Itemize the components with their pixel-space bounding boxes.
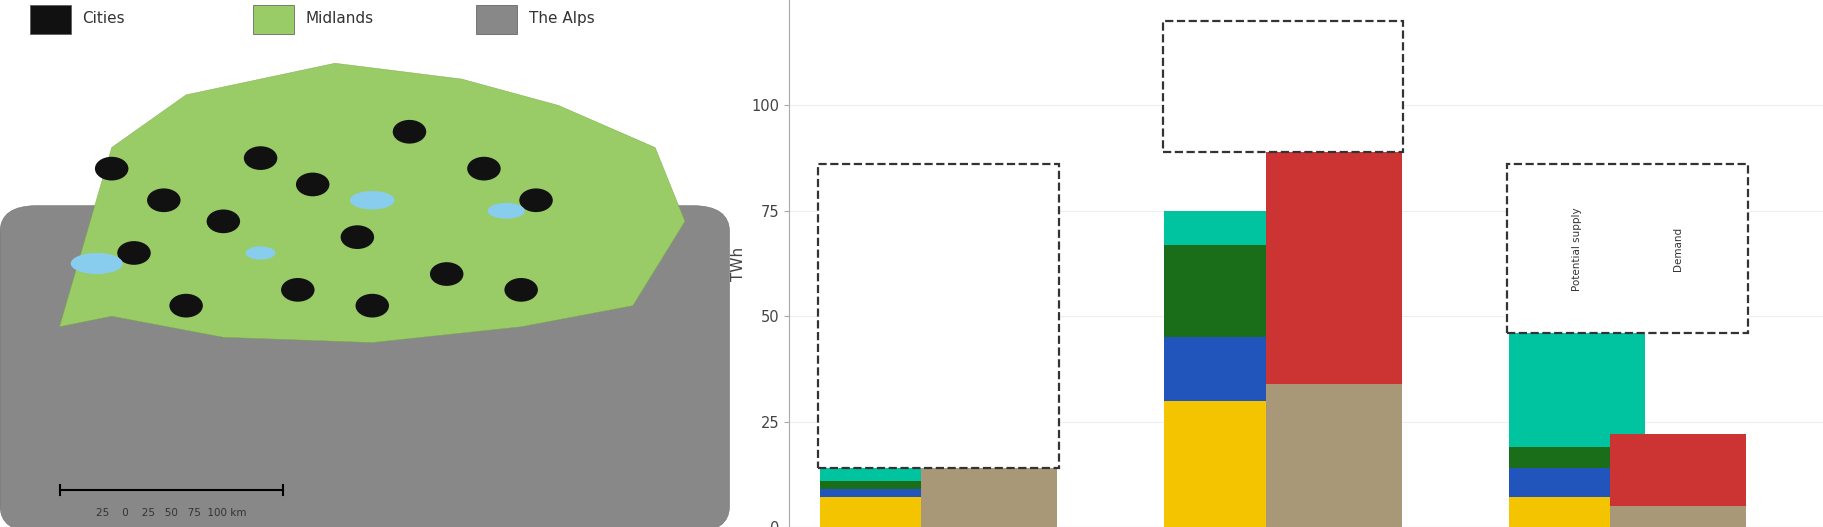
Bar bbox=[1163, 21, 1404, 152]
Text: The Alps: The Alps bbox=[529, 11, 594, 26]
Bar bbox=[1165, 337, 1300, 401]
Ellipse shape bbox=[392, 120, 427, 143]
FancyBboxPatch shape bbox=[0, 206, 729, 527]
Y-axis label: TWh: TWh bbox=[731, 247, 746, 280]
Bar bbox=[1509, 497, 1644, 527]
Ellipse shape bbox=[206, 209, 241, 233]
Ellipse shape bbox=[281, 278, 315, 301]
Bar bbox=[253, 5, 294, 34]
Bar bbox=[1265, 384, 1402, 527]
Bar bbox=[1610, 506, 1746, 527]
Bar bbox=[820, 468, 955, 481]
Bar bbox=[1165, 245, 1300, 337]
Text: Potential supply: Potential supply bbox=[1571, 207, 1582, 290]
Bar bbox=[1165, 401, 1300, 527]
Bar bbox=[476, 5, 518, 34]
Bar bbox=[1509, 447, 1644, 468]
Ellipse shape bbox=[520, 188, 552, 212]
Polygon shape bbox=[60, 63, 685, 343]
Ellipse shape bbox=[95, 157, 128, 180]
Ellipse shape bbox=[341, 225, 374, 249]
Bar bbox=[921, 266, 1057, 434]
Ellipse shape bbox=[244, 146, 277, 170]
Ellipse shape bbox=[430, 262, 463, 286]
Ellipse shape bbox=[487, 203, 525, 219]
Bar bbox=[29, 5, 71, 34]
Ellipse shape bbox=[350, 191, 394, 210]
Bar bbox=[820, 481, 955, 489]
Ellipse shape bbox=[355, 294, 388, 317]
Text: Cities: Cities bbox=[82, 11, 124, 26]
Bar bbox=[1509, 468, 1644, 497]
Bar bbox=[1265, 152, 1402, 384]
Bar bbox=[1610, 434, 1746, 506]
Bar bbox=[921, 434, 1057, 527]
Text: 25    0    25   50   75  100 km: 25 0 25 50 75 100 km bbox=[97, 509, 246, 519]
Text: Demand: Demand bbox=[1674, 227, 1683, 271]
Ellipse shape bbox=[505, 278, 538, 301]
Ellipse shape bbox=[295, 172, 330, 196]
Ellipse shape bbox=[148, 188, 180, 212]
Ellipse shape bbox=[246, 247, 275, 259]
Ellipse shape bbox=[117, 241, 151, 265]
Ellipse shape bbox=[467, 157, 501, 180]
Ellipse shape bbox=[71, 253, 122, 274]
Bar bbox=[1509, 333, 1644, 447]
Bar bbox=[819, 164, 1059, 468]
Text: Midlands: Midlands bbox=[304, 11, 374, 26]
Bar bbox=[1508, 164, 1748, 333]
Bar bbox=[1165, 211, 1300, 245]
Bar bbox=[820, 497, 955, 527]
Ellipse shape bbox=[170, 294, 202, 317]
Bar bbox=[820, 489, 955, 497]
